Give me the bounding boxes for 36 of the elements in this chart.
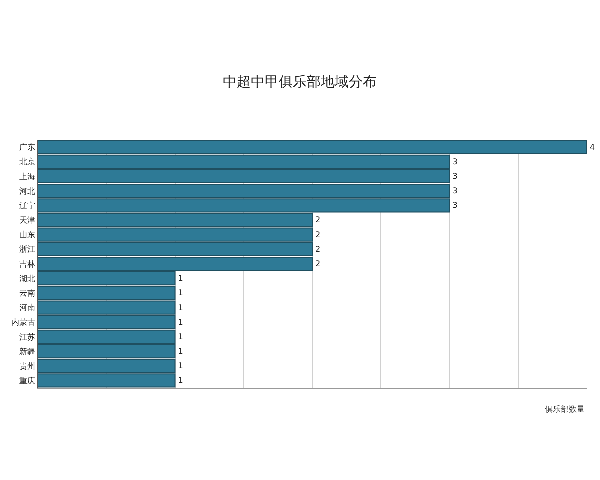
data-label: 1 [178,274,184,284]
data-label: 3 [452,201,458,210]
data-label: 1 [178,288,184,298]
data-label: 1 [178,362,184,371]
data-label: 1 [178,347,184,356]
y-tick-label: 北京 [19,158,36,167]
y-tick-label: 天津 [19,216,36,226]
data-label: 2 [316,260,321,268]
data-label: 1 [178,332,184,342]
x-axis-title: 俱乐部数量 [545,405,585,414]
y-tick-label: 上海 [19,172,36,182]
data-label: 3 [452,157,458,166]
chart-title: 中超中甲俱乐部地域分布 [223,74,377,90]
data-label: 2 [316,230,321,240]
data-label: 1 [178,376,184,386]
data-label: 3 [452,186,458,196]
y-tick-label: 重庆 [19,376,36,386]
y-tick-label: 广东 [19,143,36,152]
y-tick-label: 辽宁 [19,201,36,210]
y-tick-label: 内蒙古 [11,318,36,328]
y-tick-label: 湖北 [19,274,36,284]
data-label: 1 [178,303,184,312]
data-label: 3 [452,172,458,181]
data-label: 2 [316,244,321,254]
y-tick-label: 河南 [19,304,36,313]
y-tick-label: 河北 [19,186,36,196]
y-tick-label: 江苏 [19,332,36,342]
y-tick-label: 山东 [19,230,36,240]
data-label: 2 [316,216,321,225]
y-tick-label: 吉林 [19,260,36,269]
y-tick-label: 新疆 [19,347,36,356]
y-tick-label: 云南 [19,288,36,298]
data-label: 4 [590,142,596,152]
data-label: 1 [178,318,184,327]
y-tick-label: 浙江 [19,245,36,254]
y-tick-label: 贵州 [19,362,36,371]
